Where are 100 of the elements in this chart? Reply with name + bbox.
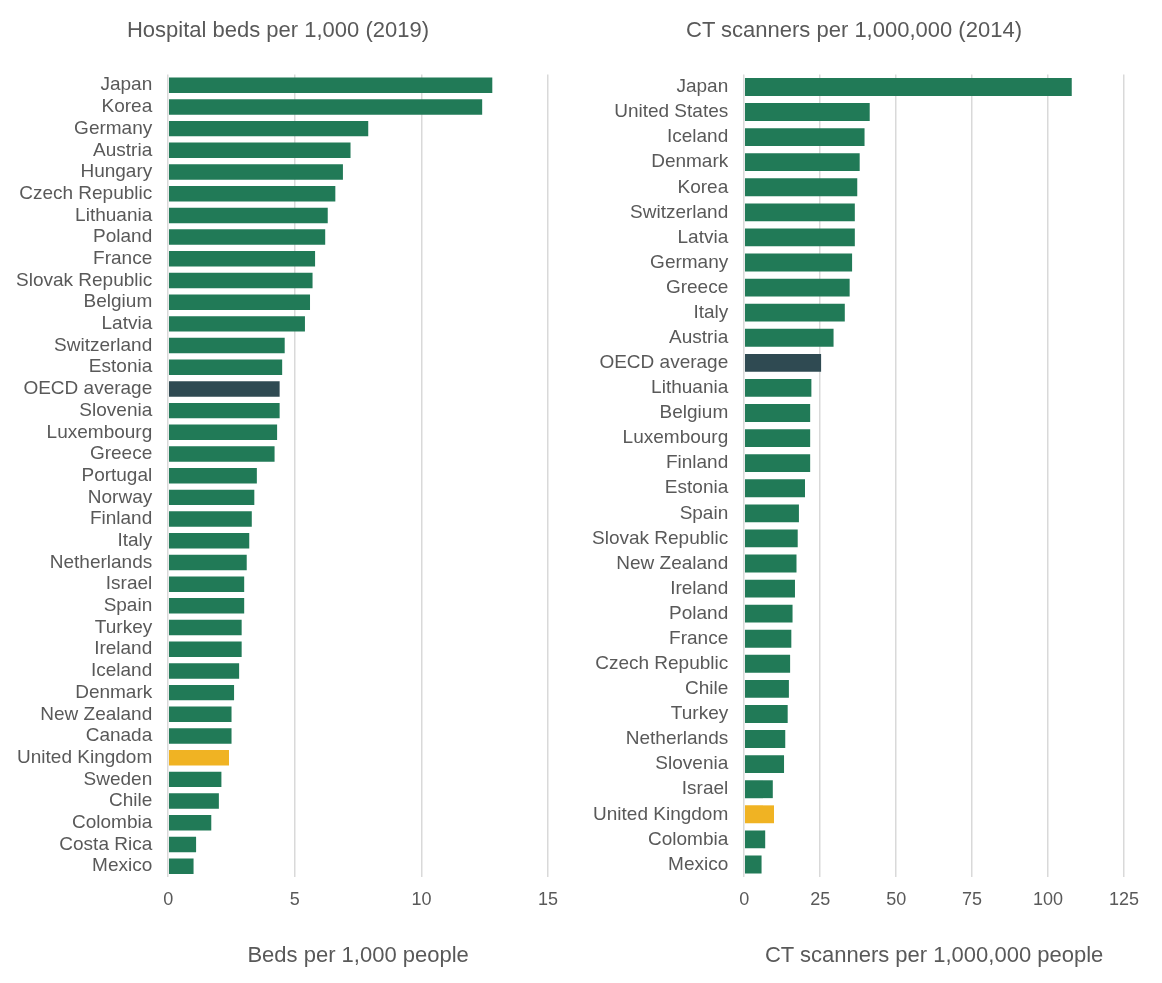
bar [168, 533, 250, 549]
x-tick-label: 75 [962, 888, 983, 909]
y-tick-label: Canada [85, 724, 153, 746]
y-tick-label: Turkey [94, 615, 153, 637]
bar [744, 554, 797, 573]
y-tick-label: France [669, 626, 729, 648]
y-tick-label: Germany [74, 116, 153, 138]
x-tick-label: 100 [1033, 888, 1064, 909]
bar [744, 780, 773, 799]
x-tick-label: 5 [289, 888, 300, 909]
y-tick-label: France [93, 247, 153, 269]
x-tick-label: 125 [1108, 888, 1140, 909]
y-tick-label: Greece [89, 442, 153, 464]
x-axis-title: CT scanners per 1,000,000 people [764, 941, 1104, 967]
y-tick-label: Austria [669, 325, 729, 347]
y-tick-label: New Zealand [616, 551, 729, 573]
y-tick-label: Colombia [647, 827, 729, 849]
y-tick-label: Turkey [670, 702, 729, 724]
bar [168, 554, 247, 571]
y-tick-label: Spain [103, 594, 153, 616]
y-tick-label: Ireland [94, 637, 153, 659]
bar [168, 467, 257, 484]
bar [168, 836, 197, 853]
y-tick-label: Denmark [651, 150, 729, 172]
y-tick-label: United Kingdom [593, 802, 729, 824]
bar [744, 855, 762, 874]
bar [744, 278, 850, 297]
bar [744, 404, 811, 422]
y-tick-label: Austria [93, 138, 153, 160]
bar [744, 429, 811, 448]
bar [168, 99, 483, 115]
bar [168, 771, 222, 788]
bar [744, 328, 834, 347]
y-tick-label: United Kingdom [17, 745, 153, 767]
y-tick-label: Estonia [664, 476, 729, 498]
y-tick-label: Switzerland [630, 200, 729, 222]
y-tick-label: Colombia [71, 811, 153, 832]
bar [744, 730, 786, 748]
bar [744, 303, 845, 322]
bar [168, 337, 285, 354]
bar [744, 203, 855, 222]
y-tick-label: Israel [105, 572, 153, 594]
y-tick-label: Lithuania [651, 376, 729, 398]
bar [744, 78, 1072, 96]
bar [168, 229, 326, 245]
y-tick-label: New Zealand [40, 702, 153, 724]
y-tick-label: Poland [669, 601, 729, 623]
y-tick-label: Greece [665, 275, 729, 297]
y-tick-label: Israel [681, 777, 729, 799]
bar [744, 604, 793, 623]
bar [168, 749, 229, 766]
y-tick-label: Slovenia [655, 752, 729, 774]
bar [168, 511, 252, 527]
bar [168, 446, 275, 462]
bar [744, 103, 870, 121]
y-tick-label: Luxembourg [46, 420, 153, 442]
bar [744, 253, 853, 272]
y-tick-label: OECD average [599, 351, 729, 373]
y-tick-label: Slovak Republic [15, 268, 153, 290]
y-tick-label: Japan [676, 75, 729, 97]
y-tick-label: Netherlands [625, 727, 729, 749]
bar [168, 120, 369, 137]
y-tick-label: Slovak Republic [591, 526, 729, 548]
y-tick-label: Hungary [80, 160, 153, 182]
bar [168, 641, 242, 657]
bar [744, 629, 792, 648]
bar [744, 579, 795, 598]
bar [168, 185, 336, 202]
y-tick-label: Switzerland [54, 333, 153, 355]
bar [744, 755, 785, 774]
bar [168, 251, 316, 267]
bar [168, 793, 219, 809]
y-tick-label: Lithuania [75, 203, 153, 225]
bar [744, 153, 860, 172]
y-tick-label: Luxembourg [622, 426, 729, 448]
y-tick-label: Chile [684, 677, 729, 699]
y-tick-label: Estonia [88, 355, 153, 377]
bar [168, 576, 245, 592]
x-tick-label: 15 [537, 888, 559, 909]
y-tick-label: Korea [677, 175, 729, 197]
x-tick-label: 50 [886, 888, 907, 909]
y-tick-label: Mexico [668, 852, 729, 874]
y-tick-label: Belgium [83, 290, 153, 312]
bar [744, 479, 805, 498]
bar [168, 619, 242, 636]
bar [168, 207, 328, 224]
bar [168, 359, 283, 375]
bar [744, 705, 788, 723]
y-tick-label: Belgium [659, 401, 729, 423]
y-tick-label: Iceland [666, 125, 729, 147]
bar [744, 654, 791, 673]
y-tick-label: Italy [117, 529, 153, 551]
y-tick-label: Japan [100, 73, 153, 95]
y-tick-label: Mexico [92, 854, 153, 876]
chart-title: Hospital beds per 1,000 (2019) [126, 17, 430, 43]
y-tick-label: Latvia [101, 312, 153, 334]
y-tick-label: Ireland [670, 576, 729, 598]
y-tick-label: Iceland [90, 659, 153, 681]
bar [168, 294, 311, 310]
bar [168, 858, 194, 874]
